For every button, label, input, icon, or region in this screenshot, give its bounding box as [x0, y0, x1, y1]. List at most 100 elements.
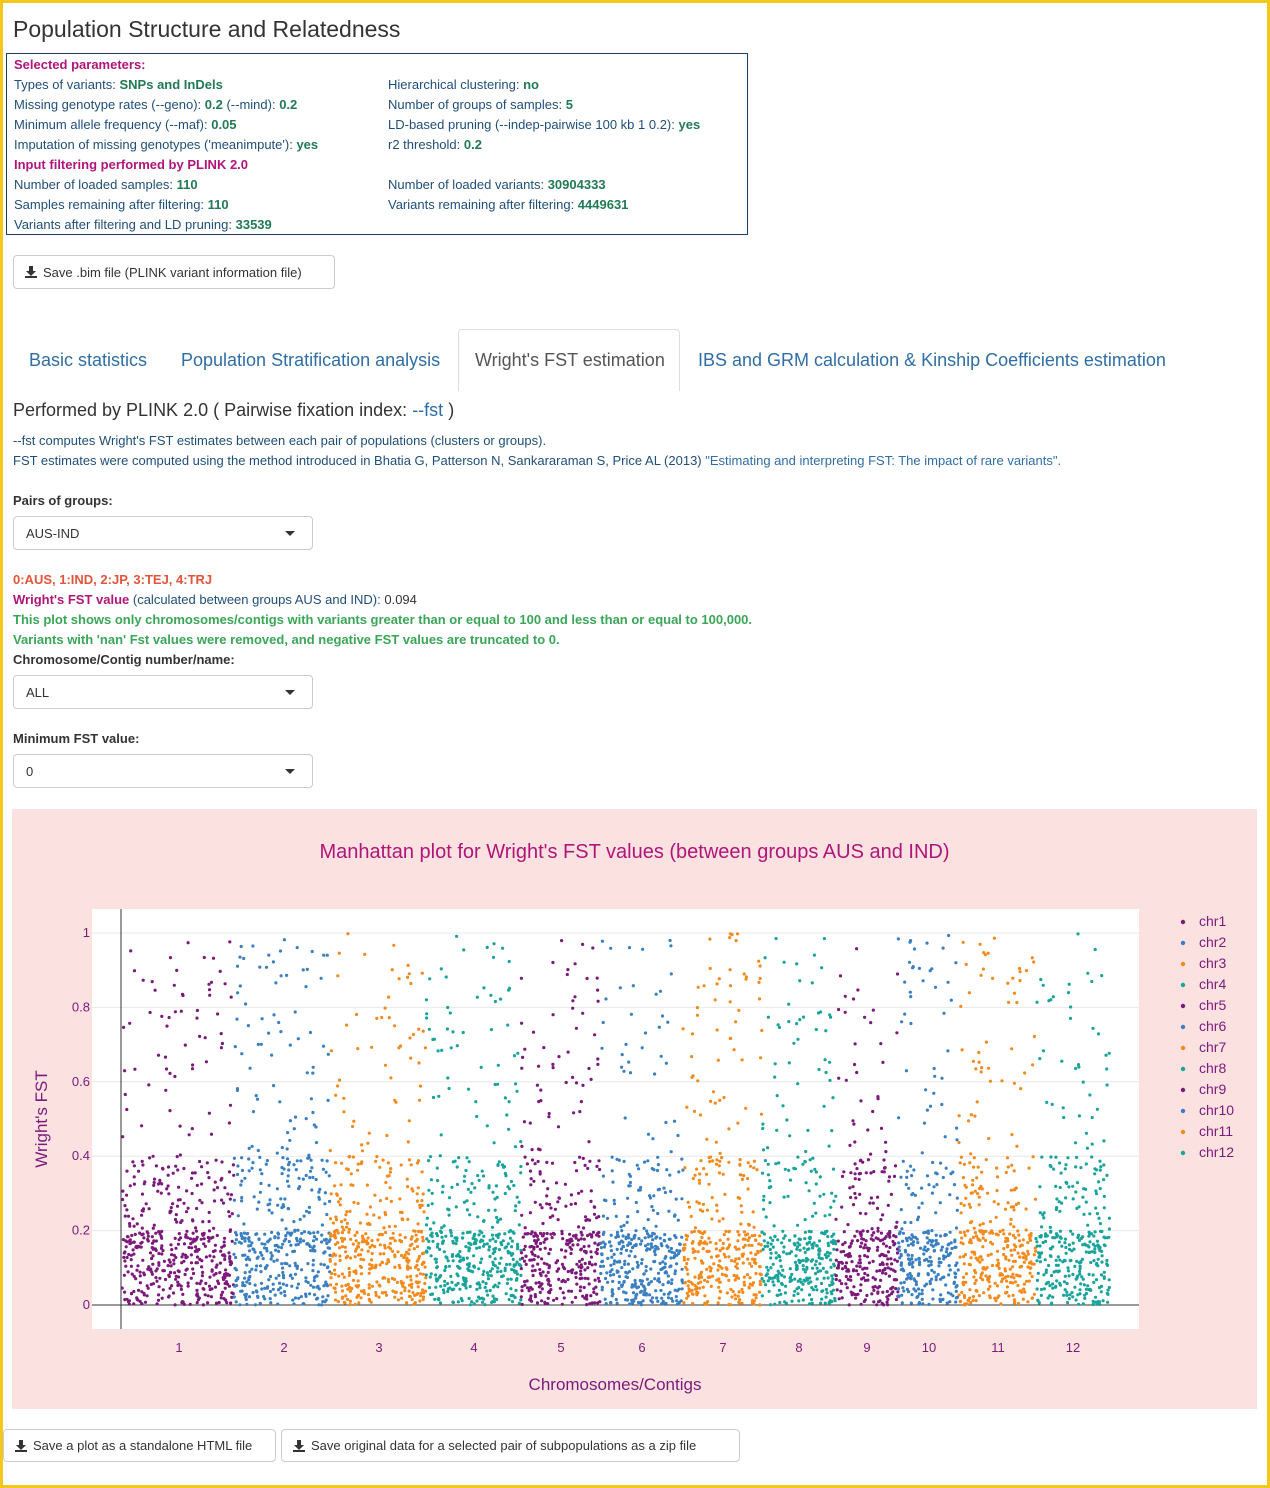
data-point — [957, 1293, 961, 1297]
data-point — [1073, 1264, 1077, 1268]
data-point — [266, 1285, 270, 1289]
data-point — [296, 1037, 300, 1041]
data-point — [366, 1141, 370, 1145]
data-point — [487, 1248, 491, 1252]
data-point — [524, 1262, 528, 1266]
data-point — [222, 1273, 226, 1277]
data-point — [644, 1269, 648, 1273]
data-point — [334, 1093, 338, 1097]
data-point — [530, 1244, 534, 1249]
data-point — [542, 1240, 546, 1244]
filter-header: Input filtering performed by PLINK 2.0 — [14, 157, 249, 172]
data-point — [462, 1278, 466, 1282]
data-point — [506, 1242, 510, 1246]
manhattan-plot[interactable]: 00.20.40.60.811chr12chr23chr34chr45chr56… — [12, 809, 1257, 1409]
data-point — [256, 1042, 260, 1046]
save-plot-html-button[interactable]: Save a plot as a standalone HTML file — [3, 1429, 276, 1462]
data-point — [515, 1089, 519, 1093]
legend-marker — [1180, 982, 1186, 988]
data-point — [1007, 1258, 1011, 1262]
data-point — [411, 1291, 415, 1295]
data-point — [447, 1213, 451, 1217]
data-point — [986, 1066, 991, 1070]
data-point — [675, 1262, 679, 1266]
data-point — [581, 942, 585, 946]
data-point — [275, 1151, 279, 1155]
data-point — [611, 1180, 615, 1184]
data-point — [871, 1259, 875, 1263]
tab-basic-statistics[interactable]: Basic statistics — [29, 349, 148, 370]
data-point — [1093, 1247, 1097, 1251]
data-point — [903, 1220, 907, 1225]
data-point — [1091, 1299, 1095, 1303]
data-point — [1058, 1209, 1062, 1213]
fst-link[interactable]: --fst — [412, 400, 444, 420]
data-point — [573, 995, 577, 999]
data-point — [881, 1271, 885, 1275]
data-point — [478, 1286, 482, 1290]
data-point — [181, 1252, 185, 1256]
data-point — [313, 1249, 317, 1253]
save-zip-button[interactable]: Save original data for a selected pair o… — [281, 1429, 740, 1462]
data-point — [218, 969, 222, 973]
data-point — [1039, 1293, 1043, 1297]
data-point — [888, 1235, 892, 1239]
data-point — [852, 1062, 857, 1067]
data-point — [619, 1251, 623, 1255]
paper-link[interactable]: "Estimating and interpreting FST: The im… — [705, 453, 1062, 468]
tab-ibs-grm-kinship[interactable]: IBS and GRM calculation & Kinship Coeffi… — [698, 349, 1166, 370]
data-point — [499, 1217, 503, 1221]
data-point — [513, 1145, 518, 1149]
data-point — [692, 1229, 697, 1233]
data-point — [917, 1287, 921, 1291]
data-point — [497, 1160, 501, 1164]
tab-population-stratification[interactable]: Population Stratification analysis — [181, 349, 441, 370]
data-point — [971, 1298, 975, 1303]
data-point — [1089, 1232, 1094, 1236]
data-point — [775, 1128, 779, 1132]
data-point — [892, 1174, 897, 1178]
data-point — [629, 1249, 633, 1253]
save-bim-button[interactable]: Save .bim file (PLINK variant informatio… — [13, 255, 335, 289]
data-point — [288, 1119, 292, 1123]
data-point — [759, 1112, 764, 1116]
tab-wrights-fst[interactable]: Wright's FST estimation — [458, 329, 680, 391]
data-point — [203, 1244, 207, 1248]
data-point — [581, 1011, 585, 1015]
data-point — [365, 1183, 369, 1187]
data-point — [268, 1289, 273, 1294]
min-fst-select[interactable]: 0 — [13, 754, 313, 788]
data-point — [623, 1262, 627, 1266]
data-point — [306, 1262, 310, 1266]
data-point — [385, 1196, 389, 1201]
data-point — [816, 1270, 820, 1274]
data-point — [930, 1277, 934, 1281]
data-point — [1027, 1261, 1032, 1265]
data-point — [486, 1273, 490, 1277]
data-point — [285, 1283, 289, 1287]
data-point — [429, 1233, 433, 1237]
data-point — [1105, 1083, 1109, 1087]
data-point — [575, 1282, 579, 1286]
data-point — [496, 1218, 500, 1222]
data-point — [1008, 1267, 1012, 1271]
data-point — [1107, 1216, 1111, 1220]
data-point — [427, 1286, 432, 1290]
data-point — [738, 1158, 742, 1162]
data-point — [267, 1183, 271, 1187]
data-point — [353, 1255, 357, 1259]
data-point — [850, 1260, 854, 1264]
data-point — [384, 1180, 388, 1185]
chromosome-select[interactable]: ALL — [13, 675, 313, 709]
data-point — [554, 1181, 559, 1185]
pairs-select[interactable]: AUS-IND — [13, 516, 313, 550]
data-point — [335, 1192, 339, 1196]
data-point — [989, 1252, 993, 1256]
data-point — [398, 1210, 403, 1214]
data-point — [458, 1266, 462, 1270]
data-point — [1024, 969, 1029, 973]
data-point — [600, 939, 605, 943]
data-point — [417, 1061, 421, 1065]
data-point — [698, 1113, 703, 1117]
data-point — [593, 1205, 597, 1209]
